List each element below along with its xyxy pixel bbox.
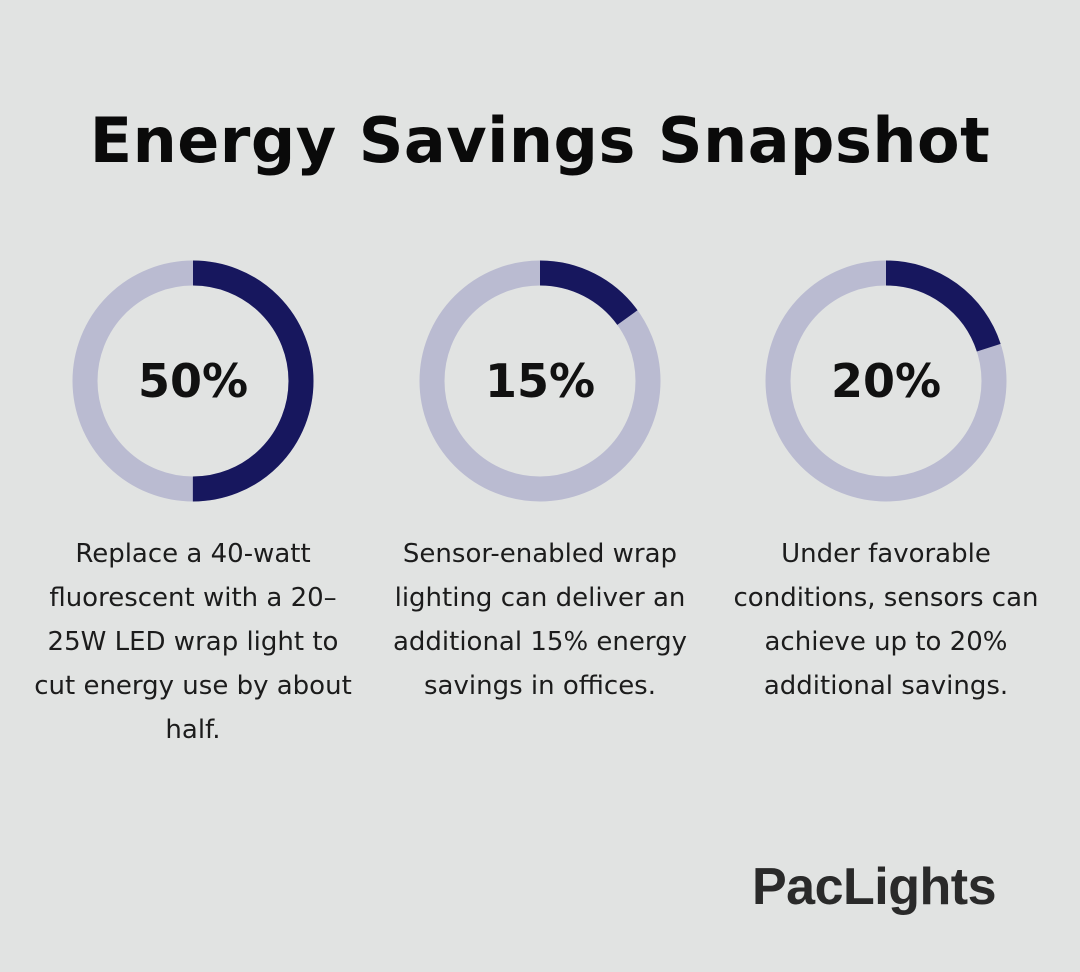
donut-value-1: 50%: [137, 354, 249, 408]
donut-chart-1: [72, 260, 314, 502]
donut-chart-3: [765, 260, 1007, 502]
paclights-logo: PacLights: [752, 858, 997, 916]
page-title: Energy Savings Snapshot: [89, 104, 991, 177]
donut-arc-3: [765, 260, 1007, 502]
stat-description-3: Under favorable conditions, sensors can …: [733, 539, 1039, 701]
donut-value-2: 15%: [484, 354, 596, 408]
donut-value-3: 20%: [830, 354, 942, 408]
donut-arc-1: [72, 260, 314, 502]
donut-chart-2: [419, 260, 661, 502]
stat-description-1: Replace a 40-watt fluorescent with a 20–…: [34, 539, 352, 745]
donut-ring-1: 50%: [67, 255, 319, 507]
donut-ring-3: 20%: [760, 255, 1012, 507]
donut-ring-2: 15%: [414, 255, 666, 507]
stat-description-2: Sensor-enabled wrap lighting can deliver…: [392, 539, 688, 701]
donut-arc-2: [419, 260, 661, 502]
